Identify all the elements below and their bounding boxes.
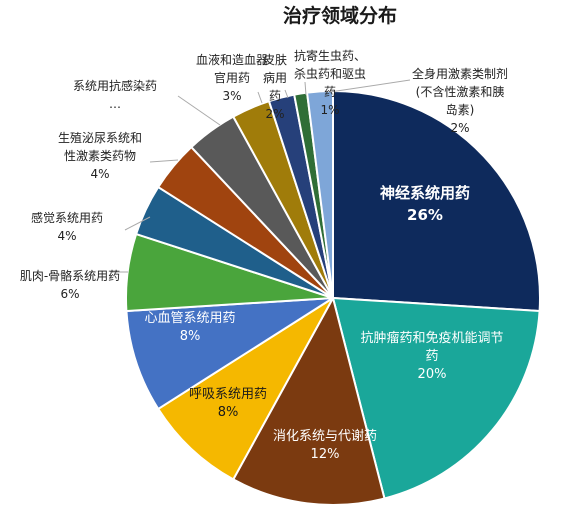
slice-label-12: 全身用激素类制剂(不含性激素和胰岛素) 2% (412, 66, 508, 135)
slice-label-2: 消化系统与代谢药 12% (273, 428, 377, 462)
slice-label-9: 血液和造血器官用药 3% (196, 52, 268, 103)
pie-slices (125, 89, 541, 506)
slice-labels: 神经系统用药 26% 抗肿瘤药和免疫机能调节药 20% 消化系统与代谢药 12%呼吸系统用… (20, 48, 508, 462)
pie-slice-3 (156, 297, 334, 481)
leader-line-10 (284, 89, 289, 99)
leader-line-7 (149, 159, 179, 163)
slice-label-0: 神经系统用药 26% (380, 184, 470, 224)
pie-slice-12 (305, 89, 334, 299)
leader-lines (110, 79, 411, 273)
slice-label-6: 感觉系统用药 4% (31, 210, 103, 243)
pie-slice-1 (331, 296, 541, 500)
leader-line-6 (124, 216, 151, 231)
pie-slice-0 (332, 89, 541, 313)
leader-line-11 (304, 81, 307, 96)
slice-label-1: 抗肿瘤药和免疫机能调节药 20% (360, 330, 503, 382)
slice-label-4: 心血管系统用药 8% (144, 311, 235, 344)
slice-label-5: 肌肉-骨骼系统用药 6% (20, 268, 120, 301)
slice-label-7: 生殖泌尿系统和性激素类药物 4% (58, 130, 142, 181)
leader-line-9 (257, 91, 263, 104)
pie-slice-2 (231, 295, 386, 506)
slice-label-3: 呼吸系统用药 8% (189, 387, 267, 420)
slice-label-10: 皮肤病用药 2% (263, 52, 287, 121)
pie-slice-4 (125, 297, 334, 411)
leader-line-8 (177, 95, 221, 126)
chart-title: 治疗领域分布 (283, 4, 397, 27)
slice-label-8: 系统用抗感染药… (73, 78, 157, 111)
leader-line-12 (329, 79, 411, 93)
slice-label-11: 抗寄生虫药、杀虫药和驱虫药 1% (294, 48, 366, 117)
